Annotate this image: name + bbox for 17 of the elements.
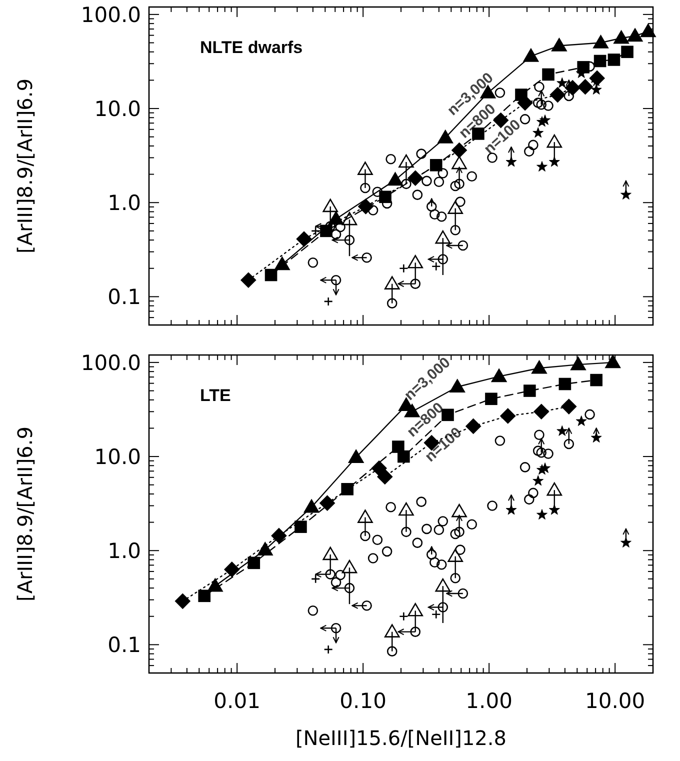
x-tick-label: 10.00 (585, 689, 646, 713)
y-tick-label: 10.0 (94, 96, 141, 121)
y-tick-label: 10.0 (94, 444, 141, 469)
text: NLTE dwarfs (200, 38, 303, 57)
x-tick-label: 0.01 (214, 689, 260, 713)
y-tick-label: 100.0 (80, 2, 141, 27)
y-tick-label: 0.1 (108, 633, 141, 658)
x-tick-label: 0.10 (340, 689, 386, 713)
text: LTE (200, 386, 231, 405)
y-tick-label: 100.0 (80, 350, 141, 375)
x-tick-label: 1.00 (466, 689, 512, 713)
y-tick-label: 1.0 (108, 190, 141, 215)
y-tick-label: 1.0 (108, 538, 141, 563)
y-axis-title: [ArIII]8.9/[ArII]6.9 (13, 426, 37, 602)
y-tick-label: 0.1 (108, 285, 141, 310)
x-axis-title: [NeIII]15.6/[NeII]12.8 (295, 726, 507, 750)
y-axis-title: [ArIII]8.9/[ArII]6.9 (13, 78, 37, 254)
